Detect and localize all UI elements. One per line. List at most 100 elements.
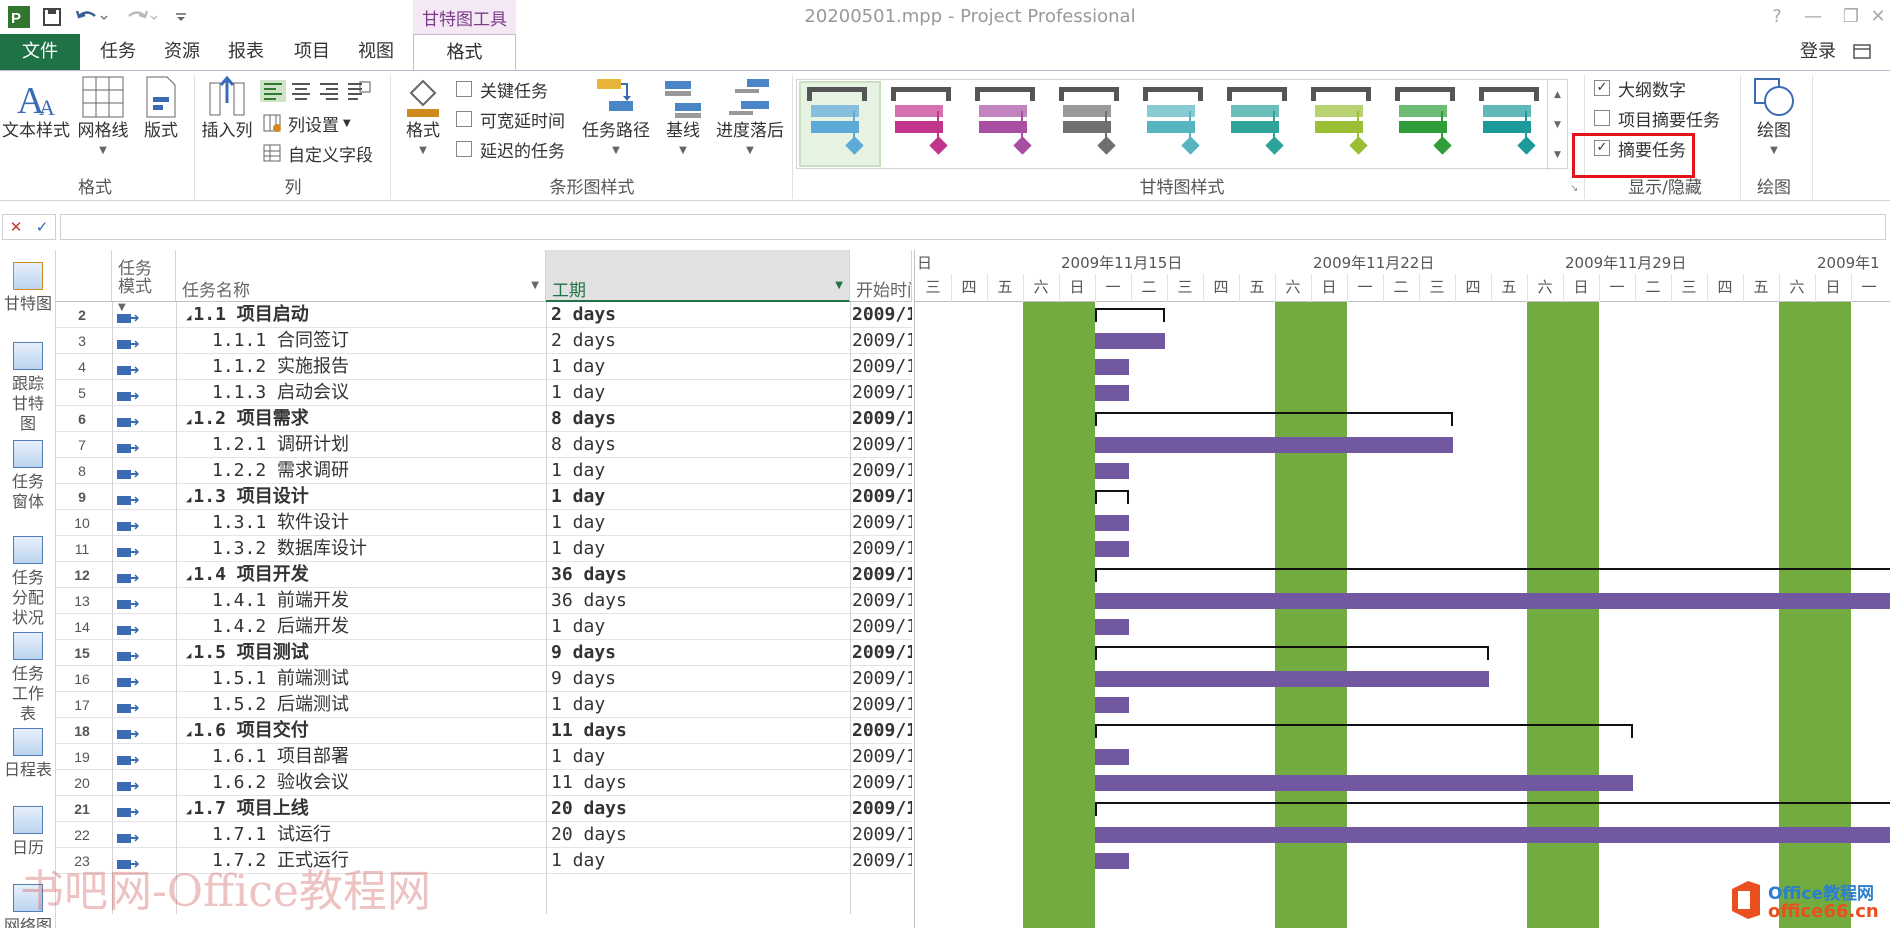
outline-number-checkbox[interactable]: ✓ 大纲数字 <box>1594 76 1686 101</box>
task-name-cell[interactable]: ◢ 1.2 项目需求 <box>186 406 309 435</box>
row-id[interactable]: 4 <box>78 359 86 375</box>
duration-cell[interactable]: 20 days <box>551 798 627 819</box>
task-bar[interactable] <box>1095 359 1129 375</box>
start-cell[interactable]: 2009/11/16 <box>852 512 912 533</box>
column-header-name[interactable]: 任务名称 ▼ <box>176 250 546 302</box>
summary-bar[interactable] <box>1095 646 1489 660</box>
ribbon-display-icon[interactable] <box>1852 42 1872 60</box>
start-cell[interactable]: 2009/11/16 <box>852 616 912 637</box>
gantt-style-option[interactable] <box>1473 83 1551 165</box>
start-cell[interactable]: 2009/11/16 <box>852 850 912 871</box>
entry-input[interactable] <box>60 214 1886 240</box>
duration-cell[interactable]: 1 day <box>551 460 606 481</box>
start-cell[interactable]: 2009/11/16 <box>852 772 912 793</box>
collapse-icon[interactable]: ◢ <box>186 573 192 583</box>
checkbox-box[interactable] <box>456 81 472 97</box>
summary-task-row[interactable]: 15 ◢1.5 项目测试 9 days 2009/11/16 <box>56 640 912 666</box>
gallery-scroll[interactable]: ▲ ▼ ▼ <box>1547 80 1567 170</box>
row-id[interactable]: 18 <box>74 723 90 739</box>
row-id[interactable]: 6 <box>78 411 86 427</box>
summary-task-row[interactable]: 12 ◢1.4 项目开发 36 days 2009/11/16 <box>56 562 912 588</box>
duration-cell[interactable]: 2 days <box>551 304 617 325</box>
task-bar[interactable] <box>1095 437 1453 453</box>
summary-bar[interactable] <box>1095 802 1890 816</box>
row-id[interactable]: 20 <box>74 775 90 791</box>
row-id[interactable]: 3 <box>78 333 86 349</box>
task-name-cell[interactable]: 1.6.1 项目部署 <box>212 744 349 770</box>
task-name-cell[interactable]: ◢ 1.1 项目启动 <box>186 302 309 331</box>
task-row[interactable]: 4 1.1.2 实施报告 1 day 2009/11/16 <box>56 354 912 380</box>
collapse-icon[interactable]: ◢ <box>186 313 192 323</box>
task-name-cell[interactable]: 1.7.2 正式运行 <box>212 848 349 874</box>
tab-report[interactable]: 报表 <box>228 41 264 62</box>
row-id[interactable]: 15 <box>74 645 90 661</box>
task-name-cell[interactable]: 1.7.1 试运行 <box>212 822 331 848</box>
slack-checkbox[interactable]: 可宽延时间 <box>456 107 565 132</box>
task-bar[interactable] <box>1095 697 1129 713</box>
duration-cell[interactable]: 11 days <box>551 720 627 741</box>
task-name-cell[interactable]: 1.3.1 软件设计 <box>212 510 349 536</box>
duration-cell[interactable]: 2 days <box>551 330 617 351</box>
task-name-cell[interactable]: 1.2.1 调研计划 <box>212 432 349 458</box>
task-row[interactable]: 10 1.3.1 软件设计 1 day 2009/11/16 <box>56 510 912 536</box>
checkbox-box[interactable]: ✓ <box>1594 140 1610 156</box>
row-id[interactable]: 8 <box>78 463 86 479</box>
task-row[interactable]: 22 1.7.1 试运行 20 days 2009/11/16 <box>56 822 912 848</box>
gantt-style-option[interactable] <box>799 81 881 167</box>
column-header-mode[interactable]: 任务模式 ▼ <box>112 250 176 313</box>
view-task-sheet[interactable]: 任务工作表 <box>0 632 56 724</box>
duration-cell[interactable]: 20 days <box>551 824 627 845</box>
task-name-cell[interactable]: 1.4.2 后端开发 <box>212 614 349 640</box>
collapse-icon[interactable]: ◢ <box>186 417 192 427</box>
view-timeline[interactable]: 日程表 <box>0 728 56 780</box>
task-bar[interactable] <box>1095 593 1890 609</box>
late-tasks-checkbox[interactable]: 延迟的任务 <box>456 137 565 162</box>
summary-tasks-checkbox[interactable]: ✓ 摘要任务 <box>1594 136 1686 161</box>
task-name-cell[interactable]: ◢ 1.6 项目交付 <box>186 718 309 747</box>
row-id[interactable]: 13 <box>74 593 90 609</box>
duration-cell[interactable]: 9 days <box>551 668 617 689</box>
start-cell[interactable]: 2009/11/16 <box>852 538 912 559</box>
baseline-button[interactable]: 基线 ▼ <box>658 75 708 165</box>
view-task-form[interactable]: 任务窗体 <box>0 440 56 512</box>
task-row[interactable]: 3 1.1.1 合同签订 2 days 2009/11/16 <box>56 328 912 354</box>
start-cell[interactable]: 2009/11/16 <box>852 824 912 845</box>
row-id[interactable]: 21 <box>74 801 90 817</box>
task-name-cell[interactable]: 1.5.1 前端测试 <box>212 666 349 692</box>
dialog-launcher-icon[interactable]: ↘ <box>1570 183 1579 194</box>
view-tracking-gantt[interactable]: 跟踪甘特图 <box>0 342 56 434</box>
summary-task-row[interactable]: 6 ◢1.2 项目需求 8 days 2009/11/16 <box>56 406 912 432</box>
task-bar[interactable] <box>1095 827 1890 843</box>
gallery-more-icon[interactable]: ▼ <box>1554 150 1561 160</box>
duration-cell[interactable]: 1 day <box>551 512 606 533</box>
row-id[interactable]: 11 <box>74 541 90 557</box>
row-id[interactable]: 9 <box>78 489 86 505</box>
row-header-corner[interactable] <box>56 250 112 302</box>
gantt-style-option[interactable] <box>1221 83 1299 165</box>
project-app-icon[interactable]: P <box>4 4 34 30</box>
gridlines-button[interactable]: 网格线 ▼ <box>74 75 132 165</box>
bar-format-button[interactable]: 格式 ▼ <box>396 75 450 165</box>
row-id[interactable]: 17 <box>74 697 90 713</box>
summary-task-row[interactable]: 21 ◢1.7 项目上线 20 days 2009/11/16 <box>56 796 912 822</box>
tab-file[interactable]: 文件 <box>0 34 80 70</box>
start-cell[interactable]: 2009/11/16 <box>852 434 912 455</box>
start-cell[interactable]: 2009/11/16 <box>852 694 912 715</box>
timescale[interactable]: 日 2009年11月15日 2009年11月22日 2009年11月29日 2009年1… <box>915 250 1890 302</box>
start-cell[interactable]: 2009/11/16 <box>852 642 912 663</box>
start-cell[interactable]: 2009/11/16 <box>852 668 912 689</box>
start-cell[interactable]: 2009/11/16 <box>852 798 912 819</box>
task-name-cell[interactable]: ◢ 1.7 项目上线 <box>186 796 309 825</box>
start-cell[interactable]: 2009/11/16 <box>852 330 912 351</box>
duration-cell[interactable]: 1 day <box>551 746 606 767</box>
view-calendar[interactable]: 日历 <box>0 806 56 858</box>
summary-bar[interactable] <box>1095 490 1129 504</box>
task-path-button[interactable]: 任务路径 ▼ <box>578 75 654 165</box>
summary-bar[interactable] <box>1095 568 1890 582</box>
gantt-chart[interactable]: 日 2009年11月15日 2009年11月22日 2009年11月29日 2009年1… <box>914 250 1890 928</box>
layout-button[interactable]: 版式 <box>136 75 186 145</box>
view-gantt-chart[interactable]: 甘特图 <box>0 262 56 314</box>
customize-quick-access-icon[interactable] <box>170 4 192 30</box>
tab-resource[interactable]: 资源 <box>164 41 200 62</box>
task-row[interactable]: 17 1.5.2 后端测试 1 day 2009/11/16 <box>56 692 912 718</box>
